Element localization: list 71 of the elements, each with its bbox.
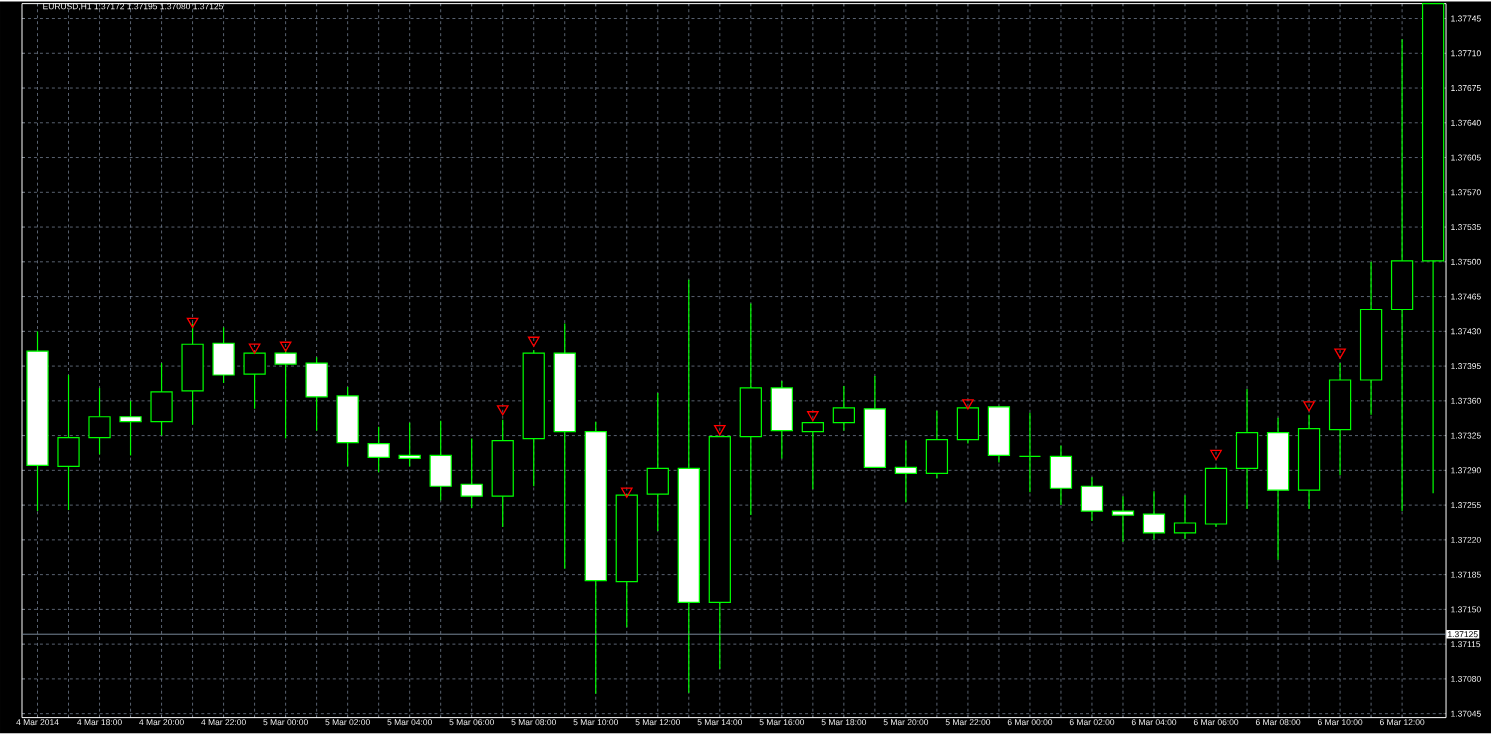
y-tick-label: 1.37150 <box>1451 606 1481 613</box>
x-tick-label: 5 Mar 10:00 <box>573 719 618 726</box>
y-tick-label: 1.37675 <box>1451 85 1481 92</box>
y-tick-label: 1.37115 <box>1451 641 1481 648</box>
y-tick-label: 1.37570 <box>1451 189 1481 196</box>
x-tick-label: 4 Mar 22:00 <box>201 719 246 726</box>
x-tick-label: 5 Mar 14:00 <box>697 719 743 726</box>
point <box>527 336 540 348</box>
candlestick <box>88 387 111 456</box>
x-tick-label: 6 Mar 02:00 <box>1069 719 1115 726</box>
candlestick <box>1111 495 1135 543</box>
x-tick-label: 5 Mar 08:00 <box>511 719 556 726</box>
point <box>962 399 974 410</box>
candlestick <box>1173 494 1197 540</box>
y-tick-label: 1.37395 <box>1451 363 1481 370</box>
x-tick-label: 5 Mar 02:00 <box>325 719 370 726</box>
point <box>713 425 726 436</box>
x-tick-label: 6 Mar 10:00 <box>1317 719 1363 726</box>
ref-line-label: 1.37125 <box>1448 631 1478 638</box>
point <box>186 317 199 329</box>
x-tick-label: 5 Mar 00:00 <box>263 719 308 726</box>
x-tick-label: 4 Mar 18:00 <box>77 719 122 726</box>
y-tick-label: 1.37045 <box>1451 710 1481 717</box>
y-tick-label: 1.37535 <box>1451 224 1481 231</box>
y-tick-label: 1.37185 <box>1451 571 1481 578</box>
point <box>620 487 633 499</box>
point <box>1210 450 1222 461</box>
point <box>248 343 261 355</box>
point <box>279 341 292 353</box>
y-tick-label: 1.37640 <box>1451 119 1481 126</box>
y-tick-label: 1.37290 <box>1451 467 1481 474</box>
x-tick-label: 6 Mar 04:00 <box>1131 719 1177 726</box>
y-tick-label: 1.37430 <box>1451 328 1481 335</box>
y-tick-label: 1.37255 <box>1451 502 1481 509</box>
candlestick <box>398 422 421 468</box>
candlestick <box>801 422 824 491</box>
candlestick <box>460 438 483 509</box>
x-tick-label: 6 Mar 00:00 <box>1007 719 1053 726</box>
candlestick <box>1390 38 1414 512</box>
point <box>496 405 509 416</box>
y-tick-label: 1.37605 <box>1451 154 1481 161</box>
y-tick-label: 1.37080 <box>1451 676 1481 683</box>
y-tick-label: 1.37360 <box>1451 398 1481 405</box>
candlestick <box>1018 412 1042 493</box>
x-tick-label: 6 Mar 08:00 <box>1255 719 1301 726</box>
x-tick-label: 5 Mar 18:00 <box>821 719 867 726</box>
x-tick-label: 4 Mar 2014 <box>16 719 59 726</box>
candlestick <box>832 385 856 432</box>
y-tick-label: 1.37325 <box>1451 432 1481 439</box>
chart-title: EURUSD,H1 1.37172 1.37195 1.37080 1.37125 <box>43 3 224 11</box>
candlestick <box>894 440 918 503</box>
point <box>1334 348 1346 360</box>
x-tick-label: 5 Mar 04:00 <box>387 719 432 726</box>
x-tick-label: 5 Mar 06:00 <box>449 719 494 726</box>
y-tick-label: 1.37465 <box>1451 293 1481 300</box>
x-tick-label: 5 Mar 16:00 <box>759 719 805 726</box>
y-tick-label: 1.37500 <box>1451 259 1481 265</box>
y-tick-label: 1.37220 <box>1451 537 1481 544</box>
point <box>1303 401 1315 412</box>
x-tick-label: 4 Mar 20:00 <box>139 719 184 726</box>
x-tick-label: 5 Mar 20:00 <box>883 719 929 726</box>
y-tick-label: 1.37710 <box>1451 50 1481 57</box>
candlestick <box>367 426 390 474</box>
point <box>807 411 819 422</box>
x-tick-label: 6 Mar 06:00 <box>1193 719 1239 726</box>
x-tick-label: 5 Mar 22:00 <box>945 719 991 726</box>
candlestick <box>1142 490 1166 541</box>
x-tick-label: 5 Mar 12:00 <box>635 719 681 726</box>
x-tick-label: 6 Mar 12:00 <box>1379 719 1425 726</box>
y-tick-label: 1.37745 <box>1451 15 1481 22</box>
candlestick <box>119 400 142 457</box>
